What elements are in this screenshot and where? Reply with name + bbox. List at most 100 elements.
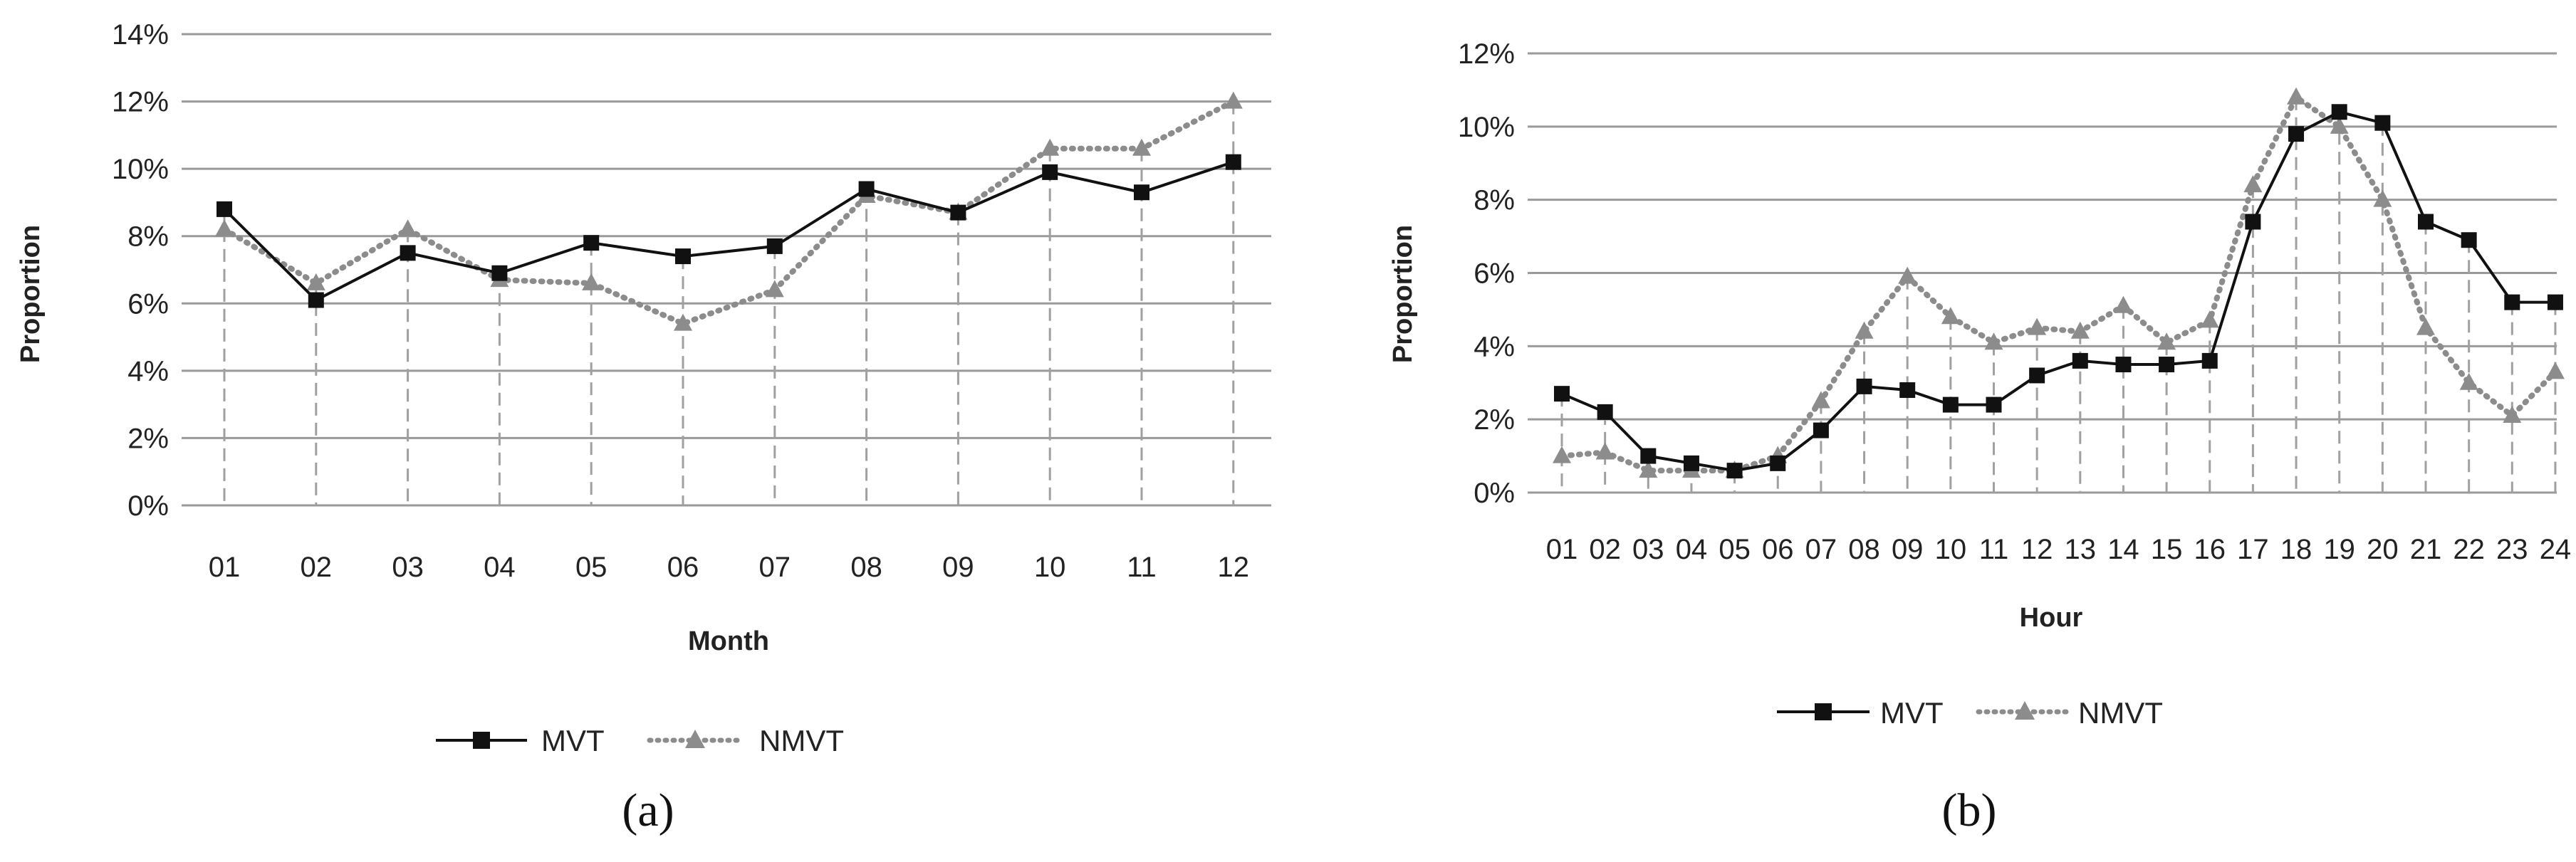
x-tick-label: 23 [2496, 534, 2528, 565]
x-tick-label: 04 [484, 552, 516, 583]
y-tick-labels-a: 0% 2% 4% 6% 8% 10% 12% 14% [112, 19, 169, 522]
data-point-mvt [2547, 294, 2563, 310]
legend-mvt-label-a: MVT [541, 724, 605, 757]
data-point-nmvt [1224, 91, 1243, 109]
x-tick-label: 11 [1979, 534, 2009, 565]
x-tick-label: 21 [2410, 534, 2442, 565]
y-tick-label: 6% [1474, 258, 1515, 290]
data-point-mvt [2418, 214, 2434, 230]
legend-nmvt-marker-a [685, 730, 705, 748]
series-line-mvt [1561, 110, 2555, 473]
data-point-mvt [2115, 357, 2132, 373]
data-point-nmvt [2287, 87, 2306, 105]
data-point-nmvt [2243, 175, 2263, 193]
y-tick-label: 12% [112, 87, 169, 118]
data-point-nmvt [1041, 138, 1060, 156]
data-point-mvt [1726, 463, 1743, 479]
data-point-mvt [1225, 154, 1241, 170]
data-point-mvt [2245, 214, 2261, 230]
legend-a: MVT NMVT [436, 724, 844, 757]
x-tick-label: 14 [2107, 534, 2139, 565]
x-tick-labels-b: 01 02 03 04 05 06 07 08 09 10 11 12 13 14 15 16 17 18 19 20… [1546, 534, 2571, 565]
x-tick-label: 04 [1676, 534, 1708, 565]
x-tick-label: 02 [1589, 534, 1621, 565]
x-tick-label: 17 [2237, 534, 2269, 565]
legend-nmvt-label-a: NMVT [759, 724, 844, 757]
x-tick-label: 01 [1546, 534, 1578, 565]
y-tick-label: 0% [1474, 478, 1515, 509]
x-tick-label: 12 [1218, 552, 1250, 583]
legend-mvt-marker-a [473, 732, 490, 749]
x-tick-label: 18 [2280, 534, 2312, 565]
data-point-mvt [1770, 455, 1786, 471]
series-a [215, 91, 1243, 331]
panel-label-a: (a) [622, 784, 674, 836]
data-point-nmvt [2200, 310, 2219, 328]
data-point-mvt [2029, 367, 2045, 384]
y-axis-title-a: Proportion [16, 225, 46, 363]
data-point-mvt [858, 181, 875, 197]
data-point-nmvt [1639, 461, 1658, 478]
x-tick-label: 06 [1762, 534, 1794, 565]
x-tick-label: 03 [392, 552, 424, 583]
x-tick-label: 16 [2194, 534, 2226, 565]
data-point-mvt [1640, 448, 1657, 464]
x-tick-label: 09 [942, 552, 974, 583]
x-tick-label: 11 [1127, 552, 1157, 583]
data-point-mvt [1856, 378, 1872, 394]
x-tick-label: 19 [2323, 534, 2355, 565]
data-point-nmvt [1984, 332, 2003, 350]
data-point-nmvt [1855, 321, 1874, 339]
data-point-nmvt [1941, 307, 1960, 325]
x-tick-label: 13 [2065, 534, 2097, 565]
x-tick-label: 15 [2151, 534, 2183, 565]
data-point-mvt [491, 265, 508, 281]
x-tick-label: 08 [1848, 534, 1880, 565]
gridlines-a [182, 33, 1271, 507]
data-point-mvt [2201, 352, 2218, 369]
data-point-nmvt [2070, 321, 2090, 339]
chart-panel-a: 0% 2% 4% 6% 8% 10% 12% 14% 01 02 03 04 05 06 07 08 09 10… [16, 19, 1271, 836]
data-point-nmvt [1811, 391, 1830, 409]
x-tick-label: 07 [759, 552, 791, 583]
x-tick-label: 06 [667, 552, 699, 583]
data-point-mvt [1134, 184, 1149, 201]
x-tick-labels-a: 01 02 03 04 05 06 07 08 09 10 11 12 [209, 552, 1249, 583]
data-point-mvt [766, 238, 783, 254]
series-b [1553, 87, 2565, 479]
data-point-nmvt [306, 273, 325, 290]
drop-lines-a [223, 101, 1235, 505]
series-line-nmvt [221, 98, 1236, 327]
data-point-mvt [2159, 357, 2175, 373]
y-tick-label: 4% [127, 356, 169, 387]
y-tick-label: 2% [127, 423, 169, 454]
x-axis-title-a: Month [688, 626, 769, 656]
data-point-nmvt [1132, 138, 1151, 156]
data-point-mvt [1042, 164, 1058, 180]
data-point-nmvt [2373, 189, 2392, 207]
chart-panel-b: 0% 2% 4% 6% 8% 10% 12% 01 02 03 04 05 06 07 08 09 10 11 1… [1388, 38, 2571, 836]
y-tick-label: 8% [1474, 185, 1515, 216]
y-axis-title-b: Proportion [1388, 225, 1418, 363]
data-point-nmvt [2028, 317, 2047, 335]
panel-label-b: (b) [1942, 784, 1997, 836]
data-point-mvt [583, 235, 600, 251]
y-tick-label: 8% [127, 221, 169, 253]
data-point-mvt [1986, 396, 2002, 413]
series-line-mvt [223, 160, 1234, 302]
x-tick-label: 22 [2453, 534, 2485, 565]
series-line-nmvt [1559, 93, 2558, 474]
data-point-nmvt [2545, 362, 2565, 379]
data-point-mvt [1683, 455, 1699, 471]
legend-nmvt-label-b: NMVT [2078, 696, 2163, 730]
y-tick-label: 10% [112, 154, 169, 185]
data-point-mvt [675, 248, 691, 265]
data-point-mvt [1813, 422, 1829, 438]
data-point-mvt [950, 204, 966, 221]
legend-mvt-marker-b [1815, 703, 1832, 720]
data-point-mvt [2461, 232, 2477, 248]
x-tick-label: 05 [1719, 534, 1751, 565]
data-point-nmvt [1898, 266, 1917, 284]
data-point-nmvt [398, 219, 417, 237]
